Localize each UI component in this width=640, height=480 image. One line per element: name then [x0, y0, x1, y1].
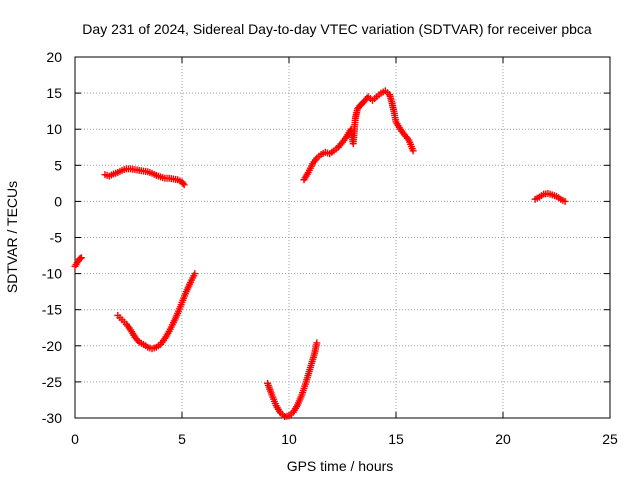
data-point	[179, 179, 187, 187]
x-tick-label: 10	[281, 431, 297, 447]
y-tick-label: -20	[42, 338, 62, 354]
y-tick-label: -30	[42, 410, 62, 426]
y-tick-label: -15	[42, 302, 62, 318]
y-tick-label: -25	[42, 374, 62, 390]
chart-title: Day 231 of 2024, Sidereal Day-to-day VTE…	[82, 21, 592, 37]
x-tick-labels: 0 5 10 15 20 25	[71, 431, 618, 447]
series-arc-5	[300, 87, 417, 184]
data-point	[76, 254, 84, 262]
grid	[75, 57, 610, 418]
y-tick-label: 15	[46, 85, 62, 101]
y-tick-labels: -30 -25 -20 -15 -10 -5 0 5 10 15 20	[42, 49, 62, 426]
data-point	[409, 147, 417, 155]
series-arc-4	[264, 339, 321, 421]
x-tick-label: 25	[602, 431, 618, 447]
data-point	[191, 270, 199, 278]
y-tick-label: 0	[54, 193, 62, 209]
data-point	[180, 181, 188, 189]
y-axis-label: SDTVAR / TECUs	[4, 181, 20, 293]
data-point	[77, 254, 85, 262]
series-arc-3	[114, 270, 199, 353]
series-arc-1	[71, 254, 85, 270]
data-point	[313, 339, 321, 347]
y-tick-label: -10	[42, 266, 62, 282]
y-tick-label: -5	[50, 230, 63, 246]
series-arc-6	[531, 189, 569, 205]
series-arc-2	[101, 165, 188, 189]
y-tick-label: 20	[46, 49, 62, 65]
data-points	[71, 87, 569, 421]
x-tick-label: 0	[71, 431, 79, 447]
data-point	[561, 197, 569, 205]
y-tick-label: 5	[54, 157, 62, 173]
x-tick-label: 15	[388, 431, 404, 447]
y-tick-label: 10	[46, 121, 62, 137]
x-axis-label: GPS time / hours	[287, 458, 394, 474]
x-tick-label: 5	[178, 431, 186, 447]
x-tick-label: 20	[495, 431, 511, 447]
